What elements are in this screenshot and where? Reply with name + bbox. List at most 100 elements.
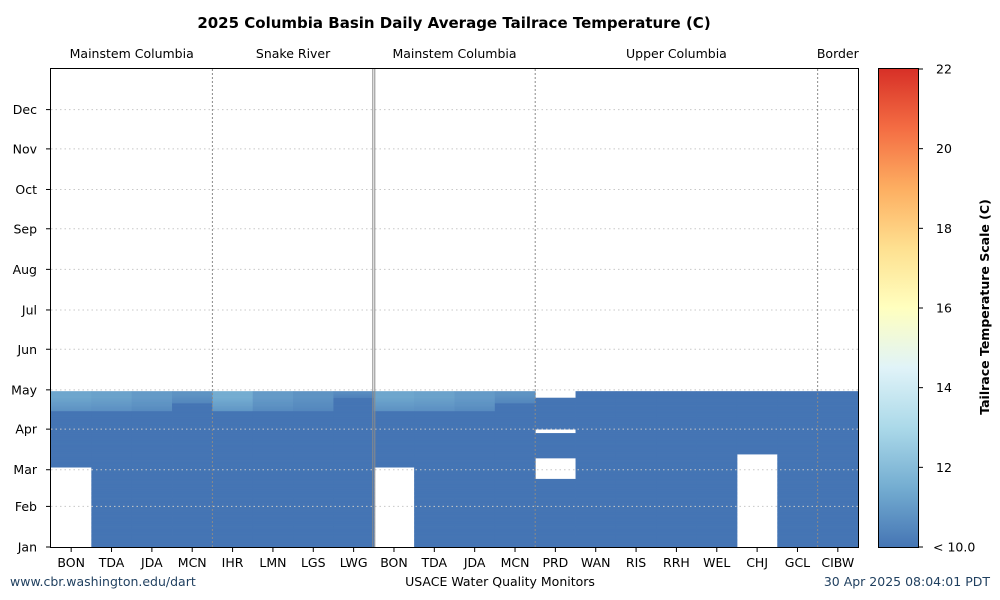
heat-cell (535, 452, 576, 455)
heat-cell (212, 435, 254, 438)
colorbar-tick-label: 22 (936, 62, 952, 77)
heat-cell (696, 440, 738, 443)
heat-cell (131, 408, 173, 410)
heat-cell (454, 425, 496, 427)
heat-cell (91, 533, 133, 536)
heat-cell (736, 447, 778, 450)
heat-cell (414, 509, 455, 511)
heat-cell (91, 514, 133, 516)
heat-cell (817, 409, 859, 412)
heat-cell (696, 537, 738, 540)
heat-cell (212, 520, 254, 523)
heat-cell (817, 535, 859, 537)
heat-cell (252, 440, 294, 443)
heat-cell (656, 406, 697, 409)
heat-cell (696, 404, 738, 406)
heat-cell (293, 408, 334, 410)
heat-cell (777, 430, 819, 433)
heat-cell (817, 524, 859, 527)
heat-cell (817, 531, 859, 533)
heat-cell (91, 396, 133, 399)
heat-cell (131, 544, 173, 547)
heat-cell (656, 532, 697, 535)
heat-cell (575, 467, 617, 469)
heat-cell (615, 524, 657, 527)
heat-cell (777, 497, 819, 499)
heat-cell (414, 463, 455, 465)
heat-cell (575, 450, 617, 452)
heat-cell (91, 457, 133, 460)
heat-cell (293, 426, 334, 429)
heat-cell (656, 402, 697, 405)
heat-cell (494, 419, 536, 422)
heat-cell (333, 419, 375, 422)
x-tick-label: TDA (98, 555, 125, 570)
heat-cell (454, 465, 496, 468)
heat-cell (373, 430, 415, 433)
heat-cell (172, 440, 213, 443)
heat-cell (91, 454, 133, 456)
heat-cell (454, 537, 496, 540)
heat-cell (414, 392, 455, 395)
heat-cell (777, 416, 819, 418)
heat-cell (414, 481, 455, 484)
heat-cell (736, 416, 778, 418)
heat-cell (252, 494, 294, 497)
heat-cell (333, 400, 375, 403)
heat-cell (494, 450, 536, 452)
heat-cell (777, 502, 819, 505)
heat-cell (172, 465, 213, 468)
heat-cell (252, 429, 294, 431)
heat-cell (293, 501, 334, 503)
heat-cell (131, 503, 173, 506)
heat-cell (91, 433, 133, 435)
heat-cell (817, 472, 859, 475)
heat-cell (777, 519, 819, 522)
heat-cell (494, 476, 536, 478)
heat-cell (131, 488, 173, 490)
heat-cell (172, 541, 213, 544)
heat-cell (817, 527, 859, 530)
heat-cell (696, 477, 738, 480)
heat-cell (535, 511, 576, 514)
heat-cell (172, 537, 213, 540)
heat-cell (454, 473, 496, 476)
heat-cell (494, 446, 536, 448)
heat-cell (656, 443, 697, 446)
heat-cell (293, 494, 334, 497)
heat-cell (575, 417, 617, 420)
heat-cell (91, 474, 133, 477)
heat-cell (777, 408, 819, 410)
heat-cell (615, 531, 657, 533)
heat-cell (535, 541, 576, 544)
heat-cell (535, 507, 576, 510)
heat-cell (212, 507, 254, 510)
heat-cell (212, 433, 254, 435)
heat-cell (494, 408, 536, 410)
heat-cell (615, 440, 657, 443)
heat-cell (494, 395, 536, 397)
heat-cell (172, 531, 213, 533)
heat-cell (454, 506, 496, 509)
heat-cell (777, 412, 819, 414)
heat-cell (454, 422, 496, 425)
heat-cell (535, 494, 576, 497)
heat-cell (252, 412, 294, 414)
heat-cell (494, 456, 536, 459)
heat-cell (656, 417, 697, 420)
heat-cell (454, 503, 496, 506)
heat-cell (293, 541, 334, 544)
heat-cell (656, 436, 697, 439)
heat-cell (696, 476, 738, 478)
heat-cell (212, 476, 254, 478)
heat-cell (575, 529, 617, 532)
heat-cell (535, 499, 576, 502)
heat-cell (736, 440, 778, 443)
heat-cell (454, 499, 496, 502)
heat-cell (252, 416, 294, 418)
footer-site-link[interactable]: www.cbr.washington.edu/dart (10, 574, 196, 589)
heat-cell (414, 512, 455, 515)
heat-cell (454, 497, 496, 499)
heat-cell (696, 488, 738, 490)
heat-cell (817, 426, 859, 429)
